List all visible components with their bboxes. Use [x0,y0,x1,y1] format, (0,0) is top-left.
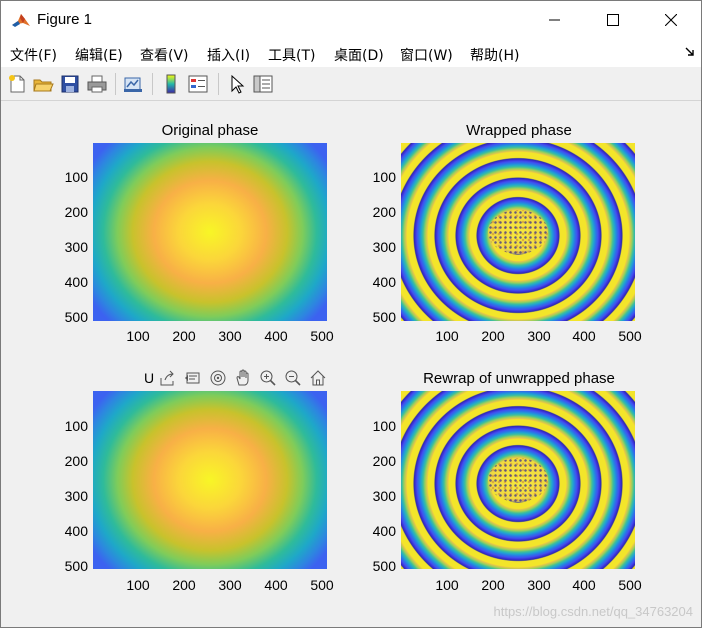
y-tick-label: 500 [64,309,88,325]
toolbar-separator [115,73,116,95]
x-tick-label: 200 [172,328,196,344]
y-tick-label: 100 [372,418,396,434]
x-tick-label: 300 [218,577,242,593]
menu-insert[interactable]: 插入(I) [207,48,251,64]
axes-title: Rewrap of unwrapped phase [423,370,615,387]
x-tick-label: 400 [264,328,288,344]
noise-center [488,210,548,254]
y-tick-label: 400 [64,523,88,539]
window-title: Figure 1 [37,11,93,28]
x-tick-label: 500 [310,577,334,593]
x-tick-label: 500 [618,577,642,593]
maximize-button[interactable] [590,1,636,39]
insert-legend-icon[interactable] [187,73,209,95]
save-icon[interactable] [59,73,81,95]
menu-desktop[interactable]: 桌面(D) [334,48,384,64]
phase-image-unwrapped[interactable] [93,391,327,569]
y-tick-label: 400 [372,523,396,539]
open-file-icon[interactable] [32,73,54,95]
menu-file[interactable]: 文件(F) [10,48,57,64]
insert-colorbar-icon[interactable] [160,73,182,95]
x-tick-label: 300 [527,328,551,344]
y-tick-label: 100 [64,418,88,434]
axes-toolbar: U [144,367,329,389]
figure-toolbar [1,67,701,101]
y-tick-label: 300 [372,239,396,255]
x-tick-label: 300 [218,328,242,344]
axes-title-fragment: U [144,370,155,386]
x-tick-label: 200 [172,577,196,593]
x-tick-label: 500 [618,328,642,344]
axes-title: Original phase [161,122,259,139]
y-tick-label: 200 [372,453,396,469]
new-figure-icon[interactable] [6,73,28,95]
print-icon[interactable] [86,73,108,95]
edit-pointer-icon[interactable] [226,73,248,95]
y-tick-label: 300 [64,488,88,504]
x-tick-label: 500 [310,328,334,344]
x-tick-label: 100 [435,577,459,593]
y-tick-label: 400 [372,274,396,290]
y-tick-label: 500 [64,558,88,574]
watermark: https://blog.csdn.net/qq_34763204 [493,604,694,619]
matlab-logo-icon [11,10,31,30]
x-tick-label: 100 [126,577,150,593]
phase-image-wrapped[interactable] [401,143,635,321]
menu-window[interactable]: 窗口(W) [400,48,453,64]
y-tick-label: 200 [64,453,88,469]
y-tick-label: 300 [372,488,396,504]
x-tick-label: 200 [481,328,505,344]
menu-edit[interactable]: 编辑(E) [75,48,123,64]
phase-image-original[interactable] [93,143,327,321]
menu-help[interactable]: 帮助(H) [470,48,520,64]
brush-icon[interactable] [182,367,204,389]
figure-canvas: Original phase 100 200 300 400 500 100 2… [1,101,701,627]
menu-view[interactable]: 查看(V) [140,48,189,64]
link-plot-icon[interactable] [122,73,144,95]
zoom-out-icon[interactable] [282,367,304,389]
minimize-icon [549,19,560,21]
y-tick-label: 500 [372,309,396,325]
property-inspector-icon[interactable] [252,73,274,95]
x-tick-label: 100 [435,328,459,344]
toolbar-separator [218,73,219,95]
data-tips-icon[interactable] [207,367,229,389]
y-tick-label: 100 [372,169,396,185]
menu-bar: 文件(F) 编辑(E) 查看(V) 插入(I) 工具(T) 桌面(D) 窗口(W… [1,39,701,67]
phase-image-rewrapped[interactable] [401,391,635,569]
x-tick-label: 400 [264,577,288,593]
y-tick-label: 400 [64,274,88,290]
y-tick-label: 200 [64,204,88,220]
y-tick-label: 500 [372,558,396,574]
zoom-in-icon[interactable] [257,367,279,389]
title-bar: Figure 1 [1,1,701,39]
home-icon[interactable] [307,367,329,389]
y-tick-label: 200 [372,204,396,220]
x-tick-label: 300 [527,577,551,593]
minimize-button[interactable] [532,1,578,39]
menu-tools[interactable]: 工具(T) [268,48,316,64]
y-tick-label: 100 [64,169,88,185]
pan-icon[interactable] [232,367,254,389]
x-tick-label: 400 [572,577,596,593]
dock-arrow-icon[interactable] [685,47,695,57]
x-tick-label: 200 [481,577,505,593]
y-tick-label: 300 [64,239,88,255]
toolbar-separator [152,73,153,95]
maximize-icon [607,14,619,26]
x-tick-label: 100 [126,328,150,344]
close-button[interactable] [648,1,694,39]
export-icon[interactable] [157,367,179,389]
axes-title: Wrapped phase [466,122,572,139]
close-icon [665,14,677,26]
noise-center [488,458,548,502]
x-tick-label: 400 [572,328,596,344]
